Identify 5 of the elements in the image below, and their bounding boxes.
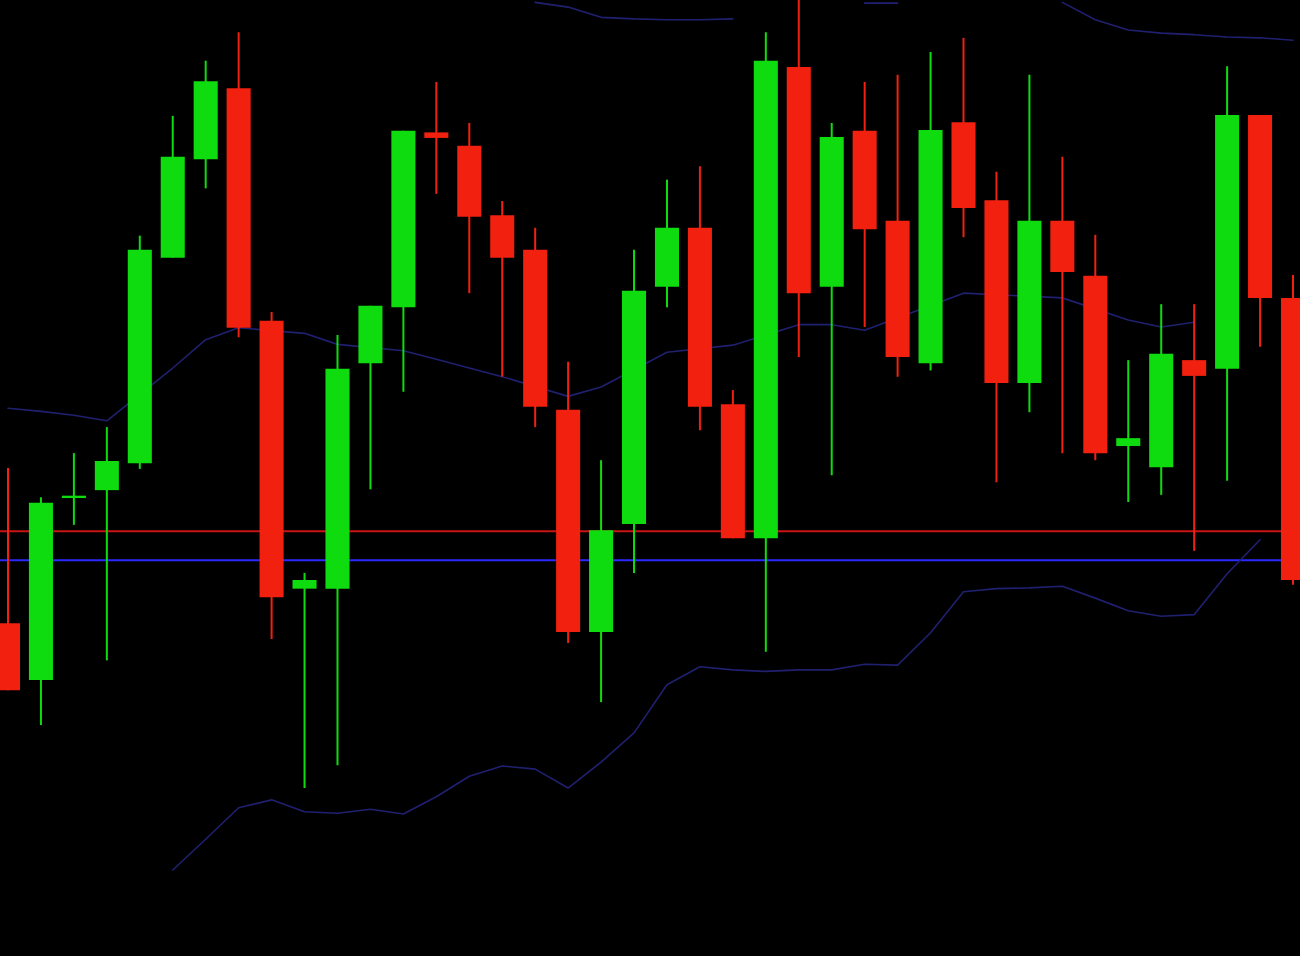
candlestick (94, 426, 119, 662)
candlestick (424, 80, 449, 195)
candlestick (292, 571, 317, 790)
candlestick (1182, 303, 1207, 552)
candlestick (1116, 359, 1141, 503)
